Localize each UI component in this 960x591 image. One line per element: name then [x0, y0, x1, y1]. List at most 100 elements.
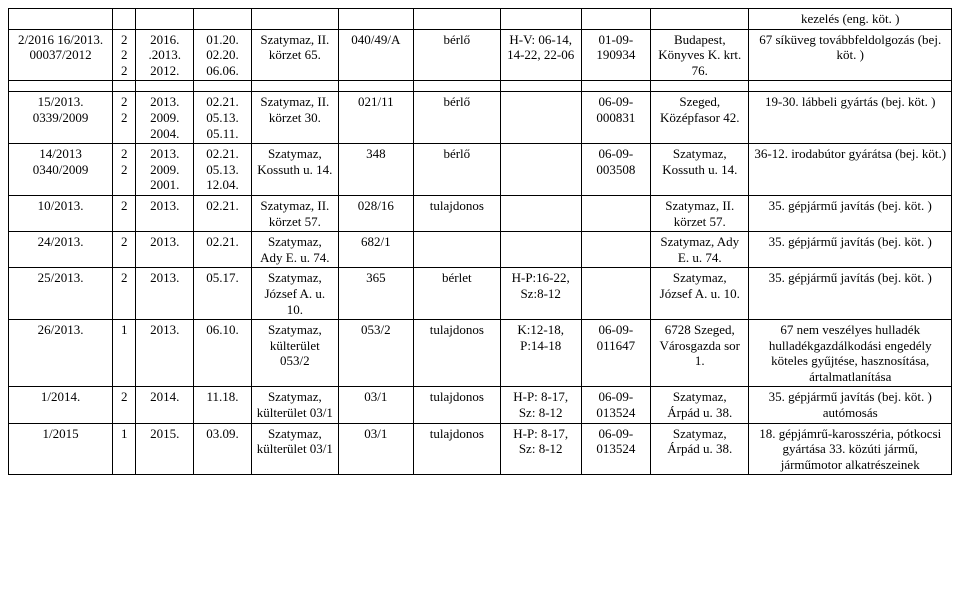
cell-c11: 35. gépjármű javítás (bej. köt. ) — [749, 195, 952, 231]
cell-c8: K:12-18, P:14-18 — [500, 320, 581, 387]
cell-c11: kezelés (eng. köt. ) — [749, 9, 952, 30]
cell-c7 — [413, 9, 500, 30]
cell-c9: 06-09-000831 — [581, 92, 650, 144]
cell-c7: bérlet — [413, 268, 500, 320]
cell-c9: 01-09-190934 — [581, 29, 650, 81]
cell-c4: 01.20. 02.20. 06.06. — [194, 29, 252, 81]
cell-c8 — [500, 232, 581, 268]
cell-c5 — [251, 9, 338, 30]
cell-c4 — [194, 9, 252, 30]
cell-c3: 2013. — [136, 268, 194, 320]
cell-c11: 18. gépjámrű-karosszéria, pótkocsi gyárt… — [749, 423, 952, 475]
cell-c2: 2 — [113, 195, 136, 231]
cell-c2: 2 2 — [113, 92, 136, 144]
cell-c11: 35. gépjármű javítás (bej. köt. ) — [749, 268, 952, 320]
main-table: kezelés (eng. köt. )2/2016 16/2013. 0003… — [8, 8, 952, 475]
cell-c5: Szatymaz, külterület 03/1 — [251, 387, 338, 423]
cell-c3: 2014. — [136, 387, 194, 423]
cell-c10: 6728 Szeged, Városgazda sor 1. — [651, 320, 749, 387]
cell-c11: 67 síküveg továbbfeldolgozás (bej. köt. … — [749, 29, 952, 81]
spacer-cell — [500, 81, 581, 92]
cell-c4: 05.17. — [194, 268, 252, 320]
cell-c2 — [113, 9, 136, 30]
cell-c5: Szatymaz, II. körzet 30. — [251, 92, 338, 144]
cell-c1: 2/2016 16/2013. 00037/2012 — [9, 29, 113, 81]
spacer-cell — [749, 81, 952, 92]
cell-c1: 14/2013 0340/2009 — [9, 144, 113, 196]
cell-c8 — [500, 195, 581, 231]
cell-c10: Szeged, Középfasor 42. — [651, 92, 749, 144]
cell-c5: Szatymaz, Ady E. u. 74. — [251, 232, 338, 268]
cell-c11: 67 nem veszélyes hulladék hulladékgazdál… — [749, 320, 952, 387]
cell-c6: 040/49/A — [338, 29, 413, 81]
cell-c10: Szatymaz, József A. u. 10. — [651, 268, 749, 320]
table-row: 2/2016 16/2013. 00037/20122 2 22016. .20… — [9, 29, 952, 81]
spacer-cell — [581, 81, 650, 92]
table-row: 15/2013. 0339/20092 22013. 2009. 2004.02… — [9, 92, 952, 144]
spacer-cell — [251, 81, 338, 92]
cell-c4: 11.18. — [194, 387, 252, 423]
cell-c10 — [651, 9, 749, 30]
cell-c6: 682/1 — [338, 232, 413, 268]
cell-c9 — [581, 232, 650, 268]
cell-c7 — [413, 232, 500, 268]
cell-c4: 02.21. — [194, 195, 252, 231]
cell-c4: 02.21. — [194, 232, 252, 268]
cell-c7: tulajdonos — [413, 195, 500, 231]
cell-c5: Szatymaz, II. körzet 57. — [251, 195, 338, 231]
cell-c1: 15/2013. 0339/2009 — [9, 92, 113, 144]
cell-c5: Szatymaz, külterület 053/2 — [251, 320, 338, 387]
spacer-cell — [338, 81, 413, 92]
cell-c8: H-P: 8-17, Sz: 8-12 — [500, 387, 581, 423]
cell-c8 — [500, 144, 581, 196]
cell-c3: 2013. 2009. 2004. — [136, 92, 194, 144]
cell-c10: Budapest, Könyves K. krt. 76. — [651, 29, 749, 81]
cell-c1: 10/2013. — [9, 195, 113, 231]
cell-c7: bérlő — [413, 92, 500, 144]
table-row: 1/2014.22014.11.18.Szatymaz, külterület … — [9, 387, 952, 423]
cell-c4: 02.21. 05.13. 12.04. — [194, 144, 252, 196]
cell-c4: 03.09. — [194, 423, 252, 475]
cell-c9 — [581, 268, 650, 320]
cell-c2: 2 2 2 — [113, 29, 136, 81]
cell-c5: Szatymaz, Kossuth u. 14. — [251, 144, 338, 196]
cell-c6: 053/2 — [338, 320, 413, 387]
spacer-cell — [651, 81, 749, 92]
cell-c11: 19-30. lábbeli gyártás (bej. köt. ) — [749, 92, 952, 144]
cell-c7: tulajdonos — [413, 423, 500, 475]
table-row: 1/201512015.03.09.Szatymaz, külterület 0… — [9, 423, 952, 475]
cell-c7: tulajdonos — [413, 387, 500, 423]
table-row: 10/2013.22013.02.21.Szatymaz, II. körzet… — [9, 195, 952, 231]
spacer-cell — [136, 81, 194, 92]
cell-c1 — [9, 9, 113, 30]
spacer-cell — [413, 81, 500, 92]
cell-c3: 2015. — [136, 423, 194, 475]
cell-c1: 1/2014. — [9, 387, 113, 423]
spacer-cell — [113, 81, 136, 92]
spacer-cell — [9, 81, 113, 92]
cell-c7: bérlő — [413, 29, 500, 81]
cell-c8: H-V: 06-14, 14-22, 22-06 — [500, 29, 581, 81]
cell-c6: 028/16 — [338, 195, 413, 231]
cell-c8: H-P: 8-17, Sz: 8-12 — [500, 423, 581, 475]
cell-c9: 06-09-003508 — [581, 144, 650, 196]
cell-c2: 1 — [113, 423, 136, 475]
cell-c10: Szatymaz, II. körzet 57. — [651, 195, 749, 231]
cell-c9: 06-09-013524 — [581, 423, 650, 475]
cell-c2: 2 — [113, 232, 136, 268]
cell-c6: 348 — [338, 144, 413, 196]
cell-c9: 06-09-011647 — [581, 320, 650, 387]
cell-c7: tulajdonos — [413, 320, 500, 387]
cell-c1: 25/2013. — [9, 268, 113, 320]
cell-c10: Szatymaz, Ady E. u. 74. — [651, 232, 749, 268]
spacer-cell — [194, 81, 252, 92]
cell-c10: Szatymaz, Kossuth u. 14. — [651, 144, 749, 196]
table-row: 14/2013 0340/20092 22013. 2009. 2001.02.… — [9, 144, 952, 196]
cell-c10: Szatymaz, Árpád u. 38. — [651, 423, 749, 475]
cell-c1: 24/2013. — [9, 232, 113, 268]
cell-c11: 35. gépjármű javítás (bej. köt. ) — [749, 232, 952, 268]
cell-c3: 2013. — [136, 232, 194, 268]
cell-c8: H-P:16-22, Sz:8-12 — [500, 268, 581, 320]
cell-c2: 2 — [113, 268, 136, 320]
cell-c3 — [136, 9, 194, 30]
